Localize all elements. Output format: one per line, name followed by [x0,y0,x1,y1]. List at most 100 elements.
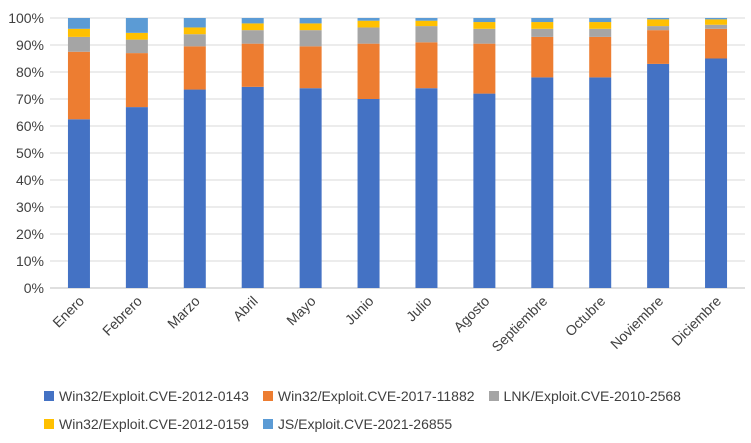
bar-segment [531,36,554,78]
bar-segment [125,107,148,288]
x-tick-label: Mayo [283,293,319,329]
bar-segment [125,53,148,108]
bar-segment [531,77,554,289]
bar-segment [705,19,728,25]
legend-item-cve-2017-11882: Win32/Exploit.CVE-2017-11882 [262,388,475,404]
bar-segment [415,18,438,21]
y-tick-label: 40% [16,172,44,188]
bar-segment [473,22,496,29]
bar-segment [705,28,728,59]
bar-segment [589,36,612,78]
bar-segment [705,24,728,29]
bar-segment [647,18,670,20]
y-tick-label: 30% [16,199,44,215]
legend-label: JS/Exploit.CVE-2021-26855 [277,416,453,432]
bar-segment [589,28,612,37]
bar-segment [241,30,264,44]
legend-item-cve-2010-2568: LNK/Exploit.CVE-2010-2568 [488,388,681,404]
x-tick-label: Noviembre [607,293,666,352]
legend-label: Win32/Exploit.CVE-2012-0143 [59,388,249,404]
bar-segment [241,18,264,24]
y-tick-label: 20% [16,226,44,242]
bar-segment [67,18,90,29]
legend: Win32/Exploit.CVE-2012-0143 Win32/Exploi… [44,382,724,438]
bar-segment [647,30,670,64]
legend-item-cve-2012-0143: Win32/Exploit.CVE-2012-0143 [44,388,249,404]
bar-segment [705,58,728,288]
bar-segment [67,51,90,120]
legend-item-cve-2012-0159: Win32/Exploit.CVE-2012-0159 [44,416,249,432]
bar-segment [125,18,148,33]
bar-segment [473,93,496,288]
x-tick-label: Junio [342,293,377,328]
bar-segment [299,30,322,47]
bar-segment [589,77,612,289]
legend-label: Win32/Exploit.CVE-2017-11882 [277,388,475,404]
x-tick-label: Diciembre [668,293,724,349]
bar-segment [357,99,380,288]
y-tick-label: 60% [16,118,44,134]
legend-item-cve-2021-26855: JS/Exploit.CVE-2021-26855 [262,416,453,432]
bar-segment [531,18,554,23]
bar-segment [183,18,206,28]
bar-segment [67,36,90,52]
bar-segment [415,26,438,43]
bar-segment [299,23,322,31]
bar-segment [531,28,554,37]
x-tick-label: Enero [49,293,87,331]
bar-segment [415,42,438,89]
y-axis-ticks: 0% 10% 20% 30% 40% 50% 60% 70% 80% 90% 100% [8,10,44,296]
bar-segment [415,20,438,27]
legend-row-1: Win32/Exploit.CVE-2012-0143 Win32/Exploi… [44,382,724,410]
legend-swatch [44,391,54,401]
bar-segment [183,46,206,90]
bar-segment [299,46,322,89]
x-tick-label: Febrero [99,293,145,339]
bar-segment [415,88,438,288]
x-tick-label: Abril [230,293,261,324]
x-tick-label: Octubre [562,293,609,340]
x-tick-label: Agosto [450,293,492,335]
y-tick-label: 0% [24,280,44,296]
gridlines [50,17,745,289]
y-tick-label: 10% [16,253,44,269]
bar-segment [705,18,728,20]
bar-segment [357,18,380,21]
bar-segment [183,34,206,47]
legend-swatch [44,419,54,429]
y-tick-label: 70% [16,91,44,107]
bar-segment [241,23,264,31]
bar-segment [183,89,206,288]
bar-segment [647,63,670,289]
bar-segment [647,19,670,27]
bar-segment [183,27,206,35]
bar-segment [357,20,380,28]
bar-segment [125,32,148,40]
legend-label: LNK/Exploit.CVE-2010-2568 [503,388,681,404]
legend-swatch [488,391,499,401]
x-axis-ticks: Enero Febrero Marzo Abril Mayo Junio Julio Agos… [49,293,724,355]
bar-segment [473,28,496,44]
y-tick-label: 80% [16,64,44,80]
bars [67,18,728,289]
bar-segment [241,86,264,288]
bar-segment [299,88,322,288]
bar-segment [647,26,670,31]
legend-row-2: Win32/Exploit.CVE-2012-0159 JS/Exploit.C… [44,410,724,438]
x-tick-label: Marzo [164,293,203,332]
y-tick-label: 100% [8,10,44,26]
x-tick-label: Julio [403,293,435,325]
legend-label: Win32/Exploit.CVE-2012-0159 [59,416,249,432]
legend-swatch [262,391,273,401]
bar-segment [589,22,612,29]
bar-segment [531,22,554,29]
legend-swatch [262,419,273,429]
bar-segment [241,43,264,87]
bar-segment [473,43,496,94]
bar-segment [357,43,380,99]
bar-segment [125,39,148,54]
bar-segment [67,119,90,288]
x-tick-label: Septiembre [488,293,550,355]
bar-segment [67,28,90,37]
